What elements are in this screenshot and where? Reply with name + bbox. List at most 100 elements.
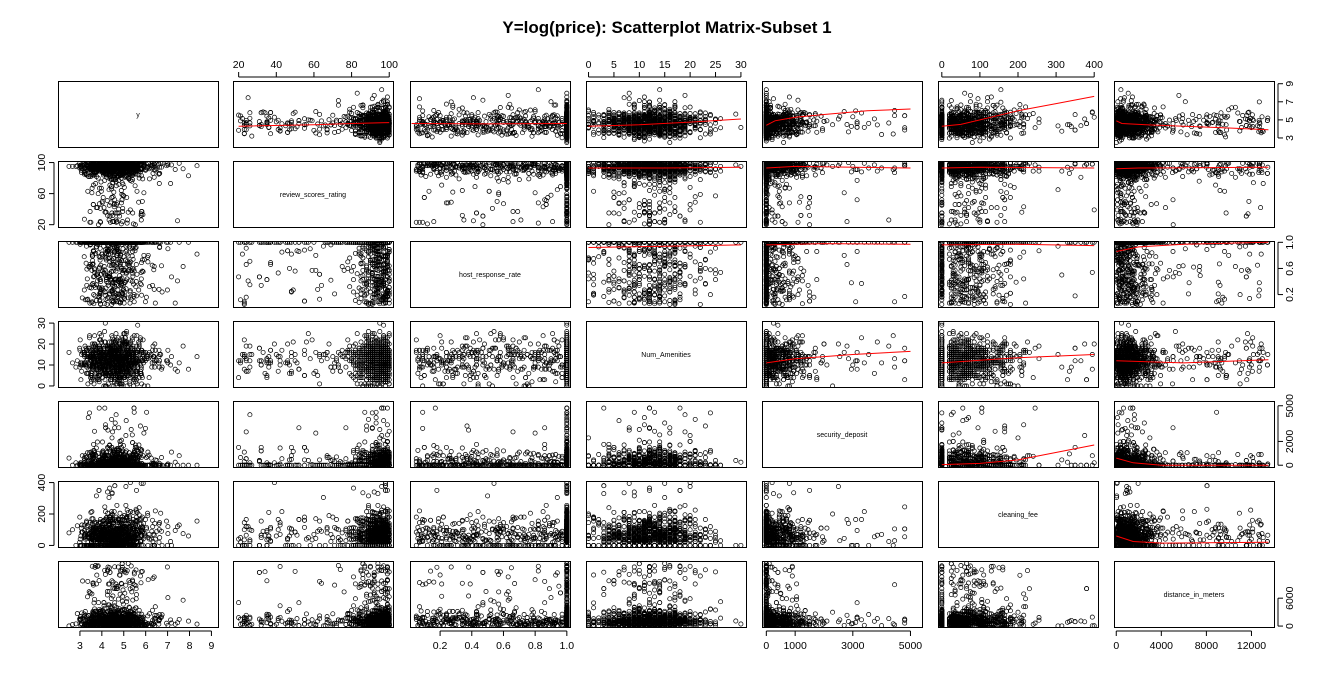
scatter-point	[1085, 122, 1089, 126]
scatter-point	[683, 93, 687, 97]
scatter-point	[893, 114, 897, 118]
scatter-point	[269, 132, 273, 136]
scatter-point	[970, 140, 974, 144]
scatter-point	[976, 97, 980, 101]
scatter-point	[627, 102, 631, 106]
scatter-point	[318, 112, 322, 116]
scatter-point	[524, 109, 528, 113]
scatter-point	[673, 136, 677, 140]
scatter-point	[872, 117, 876, 121]
panel-y-vs-num-amenities	[586, 82, 746, 148]
scatter-point	[246, 96, 250, 100]
scatter-point	[327, 118, 331, 122]
scatter-point	[302, 117, 306, 121]
scatter-point	[348, 107, 352, 111]
scatter-point	[658, 88, 662, 92]
scatter-point	[627, 91, 631, 95]
scatter-point	[1056, 124, 1060, 128]
scatter-points	[586, 88, 743, 145]
scatter-point	[476, 111, 480, 115]
scatter-point	[430, 135, 434, 139]
scatter-point	[506, 93, 510, 97]
scatter-point	[999, 88, 1003, 92]
scatter-point	[297, 119, 301, 123]
scatter-point	[319, 119, 323, 123]
scatter-point	[1167, 118, 1171, 122]
scatter-point	[978, 103, 982, 107]
scatter-points	[414, 88, 569, 145]
scatter-point	[449, 134, 453, 138]
scatter-point	[421, 109, 425, 113]
scatter-point	[1033, 126, 1037, 130]
scatter-point	[985, 100, 989, 104]
scatter-point	[1083, 117, 1087, 121]
scatter-point	[272, 115, 276, 119]
scatter-point	[1161, 105, 1165, 109]
scatter-point	[683, 106, 687, 110]
scatter-point	[586, 114, 590, 118]
scatter-point	[1073, 113, 1077, 117]
scatter-point	[658, 98, 662, 102]
scatter-point	[444, 102, 448, 106]
scatter-point	[825, 119, 829, 123]
scatter-point	[949, 99, 953, 103]
scatter-point	[1257, 100, 1261, 104]
scatter-point	[806, 129, 810, 133]
scatter-point	[668, 140, 672, 144]
scatter-point	[1018, 103, 1022, 107]
variable-label: y	[136, 112, 140, 119]
scatter-point	[370, 97, 374, 101]
scatter-point	[739, 125, 743, 129]
scatter-point	[336, 129, 340, 133]
panel-y-vs-y: y	[59, 82, 219, 148]
scatter-point	[789, 107, 793, 111]
scatter-point	[336, 99, 340, 103]
scatter-point	[476, 133, 480, 137]
scatter-point	[1008, 136, 1012, 140]
scatter-point	[978, 139, 982, 143]
scatter-point	[560, 136, 564, 140]
scatter-point	[385, 95, 389, 99]
scatter-point	[622, 135, 626, 139]
scatter-point	[592, 130, 596, 134]
scatter-point	[536, 88, 540, 92]
scatter-point	[1183, 100, 1187, 104]
scatter-point	[471, 96, 475, 100]
scatter-point	[698, 136, 702, 140]
scatter-point	[887, 121, 891, 125]
scatter-point	[968, 93, 972, 97]
scatter-point	[783, 102, 787, 106]
scatter-point	[891, 132, 895, 136]
scatter-point	[1092, 115, 1096, 119]
scatter-point	[875, 123, 879, 127]
scatter-point	[498, 105, 502, 109]
scatter-point	[336, 103, 340, 107]
scatter-point	[248, 116, 252, 120]
panel-y-vs-cleaning-fee	[939, 82, 1099, 148]
scatter-point	[846, 130, 850, 134]
scatter-point	[457, 113, 461, 117]
scatter-point	[708, 123, 712, 127]
scatter-point	[528, 108, 532, 112]
scatter-point	[880, 132, 884, 136]
scatter-point	[1024, 105, 1028, 109]
scatter-point	[642, 95, 646, 99]
scatter-point	[622, 96, 626, 100]
scatter-point	[269, 111, 273, 115]
scatter-point	[734, 112, 738, 116]
scatter-point	[432, 108, 436, 112]
scatter-point	[627, 97, 631, 101]
scatter-point	[316, 122, 320, 126]
panel-y-vs-distance-in-meters	[1114, 82, 1274, 148]
scatter-point	[318, 127, 322, 131]
scatter-point	[999, 100, 1003, 104]
panel-y-vs-host-response-rate	[411, 82, 571, 148]
scatter-point	[822, 119, 826, 123]
panel-y-vs-security-deposit	[763, 82, 923, 148]
scatter-point	[1031, 111, 1035, 115]
scatter-point	[1018, 119, 1022, 123]
scatter-point	[1079, 124, 1083, 128]
scatter-point	[1186, 118, 1190, 122]
scatter-point	[637, 99, 641, 103]
